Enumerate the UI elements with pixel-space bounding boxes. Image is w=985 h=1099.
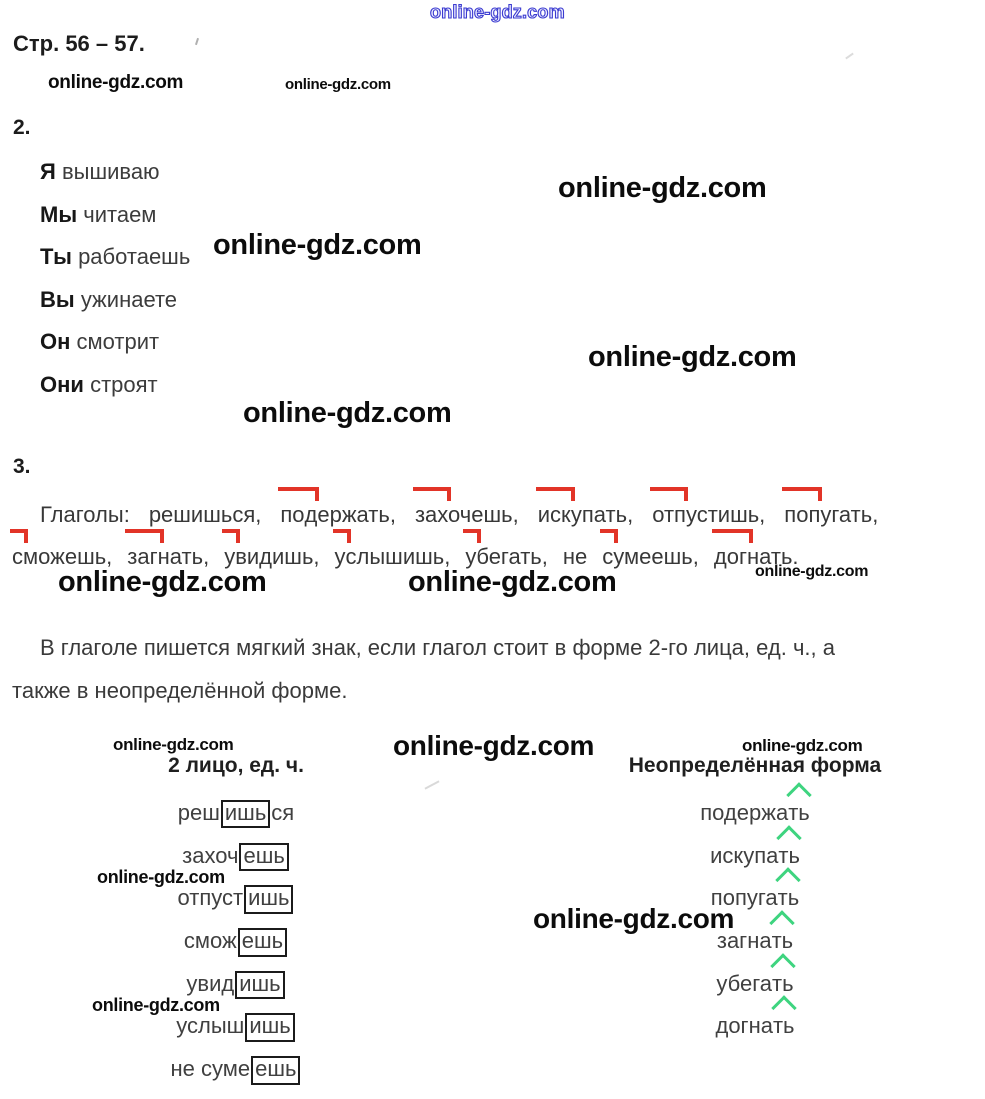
exercise-2-number: 2. <box>13 116 31 139</box>
verbs-line-1: Глаголы: решишься, подержать, захочешь, … <box>40 487 878 528</box>
word-with-boxed-ending: реш ишь ся <box>66 800 406 843</box>
pronoun-verb-row: Вы ужинаете <box>40 287 190 330</box>
ending-box: ешь <box>237 928 288 957</box>
verb: смотрит <box>76 329 160 355</box>
pronoun: Ты <box>40 244 72 270</box>
watermark: online-gdz.com <box>285 76 391 93</box>
watermark: online-gdz.com <box>755 563 869 580</box>
watermark: online-gdz.com <box>533 903 735 934</box>
watermark: online-gdz.com <box>558 172 767 204</box>
column-left-header: 2 лицо, ед. ч. <box>168 754 304 777</box>
pronoun-verb-row: Они строят <box>40 372 190 415</box>
verb-word: убегать, <box>463 529 548 570</box>
watermark: online-gdz.com <box>92 995 220 1015</box>
prefix-mark-icon <box>332 529 351 543</box>
prefix-mark-icon <box>222 529 241 543</box>
exercise-3-number: 3. <box>13 455 31 478</box>
pronoun-verb-row: Я вышиваю <box>40 159 190 202</box>
word-with-boxed-ending: смож ешь <box>66 928 406 971</box>
verb: строят <box>90 371 158 397</box>
watermark: online-gdz.com <box>393 730 595 761</box>
prefix-mark-icon <box>600 529 619 543</box>
verb-word: захочешь, <box>412 487 519 528</box>
ending-box: ешь <box>239 842 289 872</box>
verb-word: сумеешь, <box>600 529 699 570</box>
rule-line-1: В глаголе пишется мягкий знак, если глаг… <box>40 635 835 660</box>
prefix-mark-icon <box>278 487 319 501</box>
verb-word: увидишь, <box>222 529 320 570</box>
verb-word: решишься, <box>148 502 262 527</box>
verb: работаешь <box>78 244 191 270</box>
prefix-mark-icon <box>463 529 482 543</box>
verb: читаем <box>83 201 157 227</box>
prefix-mark-icon <box>10 529 28 543</box>
ending-box: ишь <box>245 1013 295 1042</box>
verb-word: загнать, <box>125 529 209 570</box>
verb-word: попугать, <box>782 487 878 528</box>
pronoun: Они <box>40 371 84 397</box>
watermark: online-gdz.com <box>213 229 422 261</box>
verb: вышиваю <box>61 159 160 184</box>
pronoun: Я <box>40 159 56 184</box>
watermark: online-gdz.com <box>243 397 452 429</box>
watermark: online-gdz.com <box>588 341 797 373</box>
word-with-suffix-caret: убега ть <box>585 953 925 1014</box>
verbs-label: Глаголы: <box>40 502 130 527</box>
pronoun-verb-row: Он смотрит <box>40 329 190 372</box>
ending-box: ишь <box>220 800 271 829</box>
verb-word: догнать. <box>711 529 799 570</box>
verb: ужинаете <box>80 286 178 312</box>
watermark-top-blue: online-gdz.com <box>429 1 565 22</box>
pronoun: Мы <box>40 201 78 227</box>
rule-explanation: В глаголе пишется мягкий знак, если глаг… <box>12 626 985 712</box>
particle-word: не <box>562 544 588 569</box>
watermark: online-gdz.com <box>742 736 863 755</box>
word-with-suffix-caret: догна ть <box>585 995 925 1056</box>
ending-box: ишь <box>244 885 294 914</box>
pronoun-verb-row: Мы читаем <box>40 202 190 245</box>
prefix-mark-icon <box>125 529 164 543</box>
verb-word: сможешь, <box>10 529 112 570</box>
scan-artifact <box>194 37 200 46</box>
prefix-mark-icon <box>412 487 452 501</box>
word-with-suffix-caret: загна ть <box>585 910 925 971</box>
word-with-boxed-ending: не суме ешь <box>66 1056 406 1099</box>
pronoun-verb-row: Ты работаешь <box>40 244 190 287</box>
verbs-line-2: сможешь, загнать, увидишь, услышишь, убе… <box>10 529 799 570</box>
word-with-suffix-caret: подержа ть <box>585 782 925 843</box>
watermark: online-gdz.com <box>48 72 184 93</box>
column-infinitive: Неопределённая форма подержа ть искупа ть … <box>585 754 925 1056</box>
watermark: online-gdz.com <box>113 735 234 754</box>
scan-artifact <box>424 780 440 790</box>
prefix-mark-icon <box>782 487 823 501</box>
pronoun: Он <box>40 329 71 355</box>
prefix-mark-icon <box>535 487 576 501</box>
rule-line-2: также в неопределённой форме. <box>12 678 348 703</box>
word-with-boxed-ending: захоч ешь <box>66 842 406 886</box>
watermark: online-gdz.com <box>408 566 617 598</box>
word-with-suffix-caret: искупа ть <box>585 824 925 886</box>
verb-word: искупать, <box>535 487 633 528</box>
scan-artifact <box>845 52 854 60</box>
exercise-2-answer-list: Я вышиваю Мы читаем Ты работаешь Вы ужин… <box>40 159 190 415</box>
word-with-suffix-caret: попуга ть <box>585 867 925 928</box>
page-title: Стр. 56 – 57. <box>13 31 145 56</box>
prefix-mark-icon <box>711 529 753 543</box>
ending-box: ишь <box>235 970 285 1000</box>
verb-word: отпустишь, <box>650 487 765 528</box>
word-with-boxed-ending: отпуст ишь <box>66 885 406 928</box>
verb-word: услышишь, <box>332 529 450 570</box>
word-with-boxed-ending: услыш ишь <box>66 1013 406 1056</box>
watermark: online-gdz.com <box>58 566 267 598</box>
watermark: online-gdz.com <box>97 867 225 887</box>
column-right-header: Неопределённая форма <box>628 754 882 777</box>
verb-word: подержать, <box>278 487 396 528</box>
word-with-boxed-ending: увид ишь <box>66 970 406 1014</box>
prefix-mark-icon <box>650 487 689 501</box>
ending-box: ешь <box>251 1056 301 1085</box>
column-2nd-person: 2 лицо, ед. ч. реш ишь ся захоч ешь отпуст и… <box>66 754 406 1099</box>
pronoun: Вы <box>40 286 75 312</box>
